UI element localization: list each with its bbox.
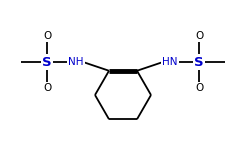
Text: NH: NH — [68, 57, 84, 67]
Text: O: O — [43, 83, 51, 93]
Text: S: S — [194, 56, 204, 68]
Text: O: O — [195, 31, 203, 41]
Text: O: O — [43, 31, 51, 41]
Text: HN: HN — [162, 57, 178, 67]
Text: O: O — [195, 83, 203, 93]
Text: S: S — [42, 56, 52, 68]
